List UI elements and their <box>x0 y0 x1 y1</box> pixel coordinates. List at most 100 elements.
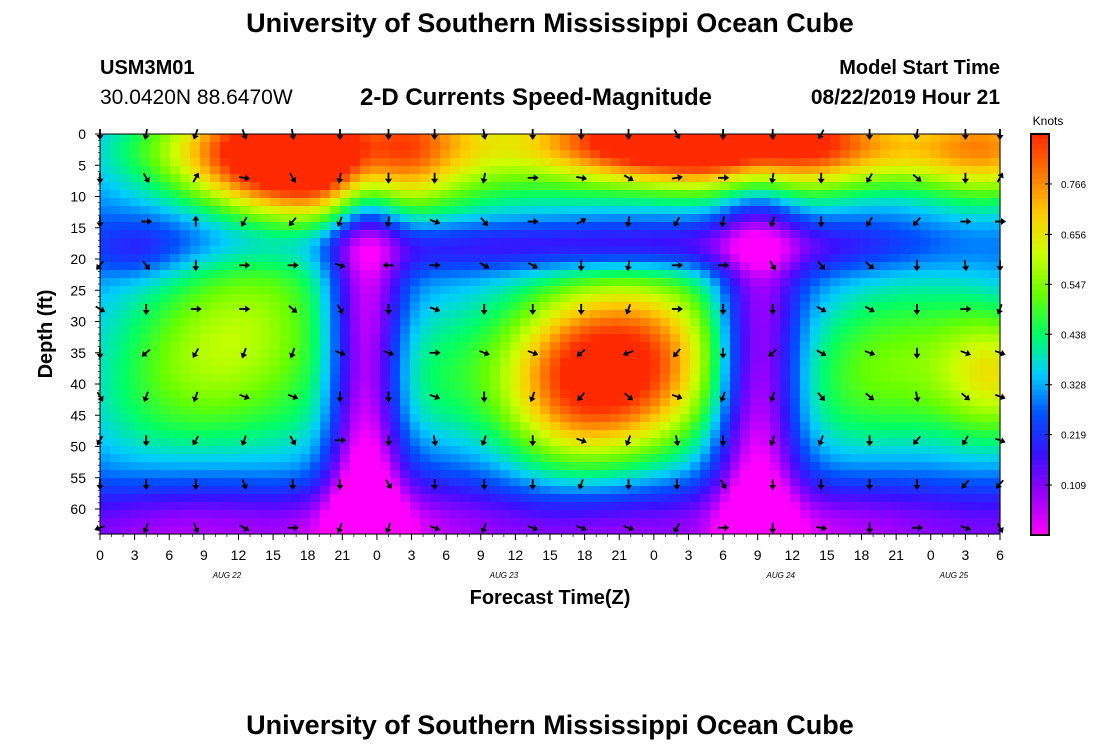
heatmap-cell <box>570 270 581 279</box>
heatmap-cell <box>190 286 201 295</box>
heatmap-cell <box>710 454 721 463</box>
heatmap-cell <box>750 150 761 159</box>
current-arrow <box>527 262 538 269</box>
heatmap-cell <box>950 158 961 167</box>
heatmap-cell <box>540 390 551 399</box>
heatmap-cell <box>400 526 411 535</box>
heatmap-cell <box>630 182 641 191</box>
heatmap-cell <box>750 206 761 215</box>
heatmap-cell <box>250 206 261 215</box>
heatmap-cell <box>390 502 401 511</box>
heatmap-cell <box>440 382 451 391</box>
heatmap-cell <box>180 334 191 343</box>
heatmap-cell <box>340 286 351 295</box>
heatmap-cell <box>810 470 821 479</box>
heatmap-cell <box>630 446 641 455</box>
heatmap-cell <box>400 502 411 511</box>
heatmap-cell <box>770 238 781 247</box>
heatmap-cell <box>160 246 171 255</box>
heatmap-cell <box>240 198 251 207</box>
heatmap-cell <box>840 406 851 415</box>
heatmap-cell <box>120 174 131 183</box>
heatmap-cell <box>910 278 921 287</box>
heatmap-cell <box>690 366 701 375</box>
heatmap-cell <box>870 366 881 375</box>
heatmap-cell <box>370 382 381 391</box>
heatmap-cell <box>400 342 411 351</box>
heatmap-cell <box>400 150 411 159</box>
heatmap-cell <box>320 510 331 519</box>
heatmap-cell <box>950 358 961 367</box>
current-arrow <box>719 391 727 403</box>
heatmap-cell <box>260 278 271 287</box>
heatmap-cell <box>680 310 691 319</box>
heatmap-cell <box>580 294 591 303</box>
heatmap-cell <box>550 502 561 511</box>
heatmap-cell <box>930 150 941 159</box>
heatmap-cell <box>630 510 641 519</box>
heatmap-cell <box>930 198 941 207</box>
heatmap-cell <box>270 526 281 535</box>
heatmap-cell <box>450 462 461 471</box>
heatmap-cell <box>560 294 571 303</box>
current-arrow <box>385 304 392 315</box>
heatmap-cell <box>470 462 481 471</box>
heatmap-cell <box>370 502 381 511</box>
heatmap-cell <box>990 142 1001 151</box>
colorbar-segment <box>1031 329 1049 336</box>
heatmap-cell <box>110 270 121 279</box>
heatmap-cell <box>880 182 891 191</box>
heatmap-cell <box>580 190 591 199</box>
heatmap-cell <box>900 286 911 295</box>
heatmap-cell <box>840 494 851 503</box>
heatmap-cell <box>390 230 401 239</box>
heatmap-cell <box>690 294 701 303</box>
heatmap-cell <box>260 190 271 199</box>
heatmap-cell <box>220 238 231 247</box>
heatmap-cell <box>160 358 171 367</box>
heatmap-cell <box>790 286 801 295</box>
heatmap-cell <box>780 398 791 407</box>
heatmap-cell <box>760 366 771 375</box>
heatmap-cell <box>400 462 411 471</box>
x-tick-label: 18 <box>854 547 870 563</box>
heatmap-cell <box>990 174 1001 183</box>
heatmap-cell <box>610 358 621 367</box>
heatmap-cell <box>870 238 881 247</box>
colorbar-segment <box>1031 414 1049 421</box>
heatmap-cell <box>400 454 411 463</box>
colorbar-segment <box>1031 179 1049 185</box>
heatmap-cell <box>940 334 951 343</box>
current-arrow <box>429 349 441 357</box>
heatmap-cell <box>960 334 971 343</box>
heatmap-cell <box>280 374 291 383</box>
heatmap-cell <box>920 174 931 183</box>
heatmap-cell <box>740 494 751 503</box>
heatmap-cell <box>800 230 811 239</box>
heatmap-cell <box>310 334 321 343</box>
current-arrow <box>289 347 296 359</box>
heatmap-cell <box>570 254 581 263</box>
heatmap-cell <box>240 334 251 343</box>
heatmap-cell <box>260 166 271 175</box>
heatmap-cell <box>360 142 371 151</box>
heatmap-cell <box>890 358 901 367</box>
heatmap-cell <box>650 262 661 271</box>
heatmap-cell <box>400 414 411 423</box>
heatmap-cell <box>660 190 671 199</box>
heatmap-cell <box>590 342 601 351</box>
heatmap-cell <box>760 238 771 247</box>
heatmap-cell <box>650 294 661 303</box>
heatmap-cell <box>470 454 481 463</box>
heatmap-cell <box>240 366 251 375</box>
heatmap-cell <box>530 518 541 527</box>
heatmap-cell <box>230 326 241 335</box>
heatmap-cell <box>640 526 651 535</box>
heatmap-cell <box>940 278 951 287</box>
heatmap-cell <box>580 486 591 495</box>
heatmap-cell <box>580 350 591 359</box>
heatmap-cell <box>490 302 501 311</box>
heatmap-cell <box>470 230 481 239</box>
heatmap-cell <box>210 366 221 375</box>
heatmap-cell <box>820 230 831 239</box>
